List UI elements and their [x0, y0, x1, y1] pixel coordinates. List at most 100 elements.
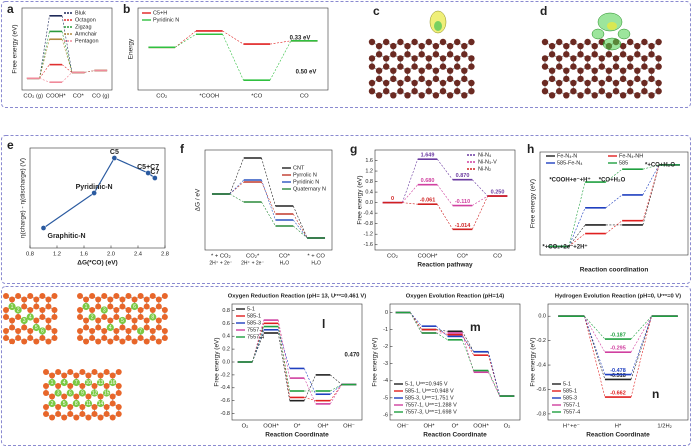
legend-label: Ni-N₃-V	[478, 159, 497, 165]
atom	[85, 393, 92, 400]
connector	[410, 312, 422, 327]
atom	[131, 324, 138, 331]
legend-label: 585	[619, 160, 628, 166]
legend-label: 7557-3, Uᵒᵉʳ=1.698 V	[405, 408, 457, 415]
site-atom	[118, 316, 127, 325]
atom	[397, 63, 404, 70]
atom	[21, 303, 28, 310]
y-tick-label: 0.0	[538, 314, 546, 320]
atom	[439, 55, 447, 62]
atom	[548, 75, 556, 83]
x-tick-label: COOH*	[46, 94, 66, 100]
atom	[446, 75, 454, 83]
point-label: C5+C7	[137, 164, 159, 171]
panel-letter: n	[652, 387, 659, 401]
atom	[45, 338, 52, 345]
connector	[642, 164, 660, 170]
atom	[397, 79, 404, 87]
atom	[411, 38, 418, 46]
connector	[584, 316, 606, 375]
atom	[563, 42, 570, 50]
x-tick-sublabel: H₂O	[280, 260, 290, 266]
atom	[109, 372, 116, 379]
legend-label: 585-3	[247, 320, 261, 326]
legend-label: Armchair	[75, 31, 97, 37]
atom	[115, 383, 122, 389]
atom	[439, 79, 447, 87]
atom	[461, 42, 468, 50]
atom	[83, 338, 90, 345]
site-atom	[149, 313, 157, 321]
atom	[397, 38, 404, 46]
y-tick-label: -1.2	[364, 232, 373, 238]
y-tick-label: -0.8	[364, 221, 373, 227]
atom	[155, 338, 162, 345]
atom	[634, 67, 641, 74]
x-tick-label: 1.2	[53, 252, 61, 258]
atom	[143, 338, 150, 345]
atom	[612, 88, 620, 95]
atom	[43, 411, 49, 417]
atom	[77, 335, 83, 341]
atom	[619, 92, 627, 99]
y-tick-label: -2	[383, 344, 388, 350]
atom	[43, 390, 49, 396]
atom	[113, 328, 120, 334]
site-label: 2	[91, 315, 94, 321]
atom	[77, 293, 83, 299]
atom	[39, 293, 46, 299]
atom	[119, 338, 126, 345]
atom	[9, 324, 16, 331]
connector	[437, 159, 453, 180]
x-tick-label: CO (g)	[92, 94, 109, 100]
atom	[113, 335, 120, 341]
atom	[15, 314, 22, 320]
connector	[436, 332, 448, 341]
atom	[570, 79, 577, 87]
x-tick-label: CO*	[279, 254, 291, 260]
atom	[648, 92, 655, 99]
atom	[461, 92, 468, 99]
connector	[330, 384, 342, 401]
connector	[584, 316, 606, 353]
atom	[43, 404, 49, 410]
connector	[251, 326, 265, 363]
x-tick-label: CO*	[73, 94, 85, 100]
connector	[277, 320, 291, 379]
connector	[39, 39, 50, 79]
site-label: 5	[121, 318, 124, 324]
panel-letter: g	[84, 342, 91, 356]
x-tick-sublabel: 2H⁺ + 2e⁻	[209, 260, 232, 266]
connector	[39, 64, 50, 79]
atom	[411, 79, 418, 87]
atom	[368, 55, 376, 62]
atom	[641, 63, 648, 70]
atom	[577, 42, 584, 50]
atom	[131, 317, 138, 324]
atom	[598, 63, 606, 70]
site-label: 15	[104, 391, 110, 397]
atom	[570, 63, 577, 70]
atom	[404, 92, 411, 99]
atom	[155, 296, 162, 303]
atom	[101, 335, 108, 341]
x-tick-label: O₂	[242, 424, 249, 430]
atom	[119, 324, 126, 331]
y-tick-label: 0.4	[222, 334, 230, 340]
atom	[45, 296, 52, 303]
atom	[432, 42, 440, 50]
atom	[3, 335, 9, 341]
atom	[556, 88, 563, 95]
atom	[77, 314, 83, 320]
atom	[39, 314, 46, 320]
connector	[61, 31, 73, 73]
atom	[541, 88, 549, 95]
connector	[39, 31, 50, 79]
atom	[404, 51, 411, 58]
site-atom	[8, 302, 16, 311]
atom	[95, 324, 102, 331]
atom	[103, 411, 110, 417]
point	[152, 175, 158, 181]
atom	[107, 296, 114, 303]
atom	[97, 372, 104, 379]
